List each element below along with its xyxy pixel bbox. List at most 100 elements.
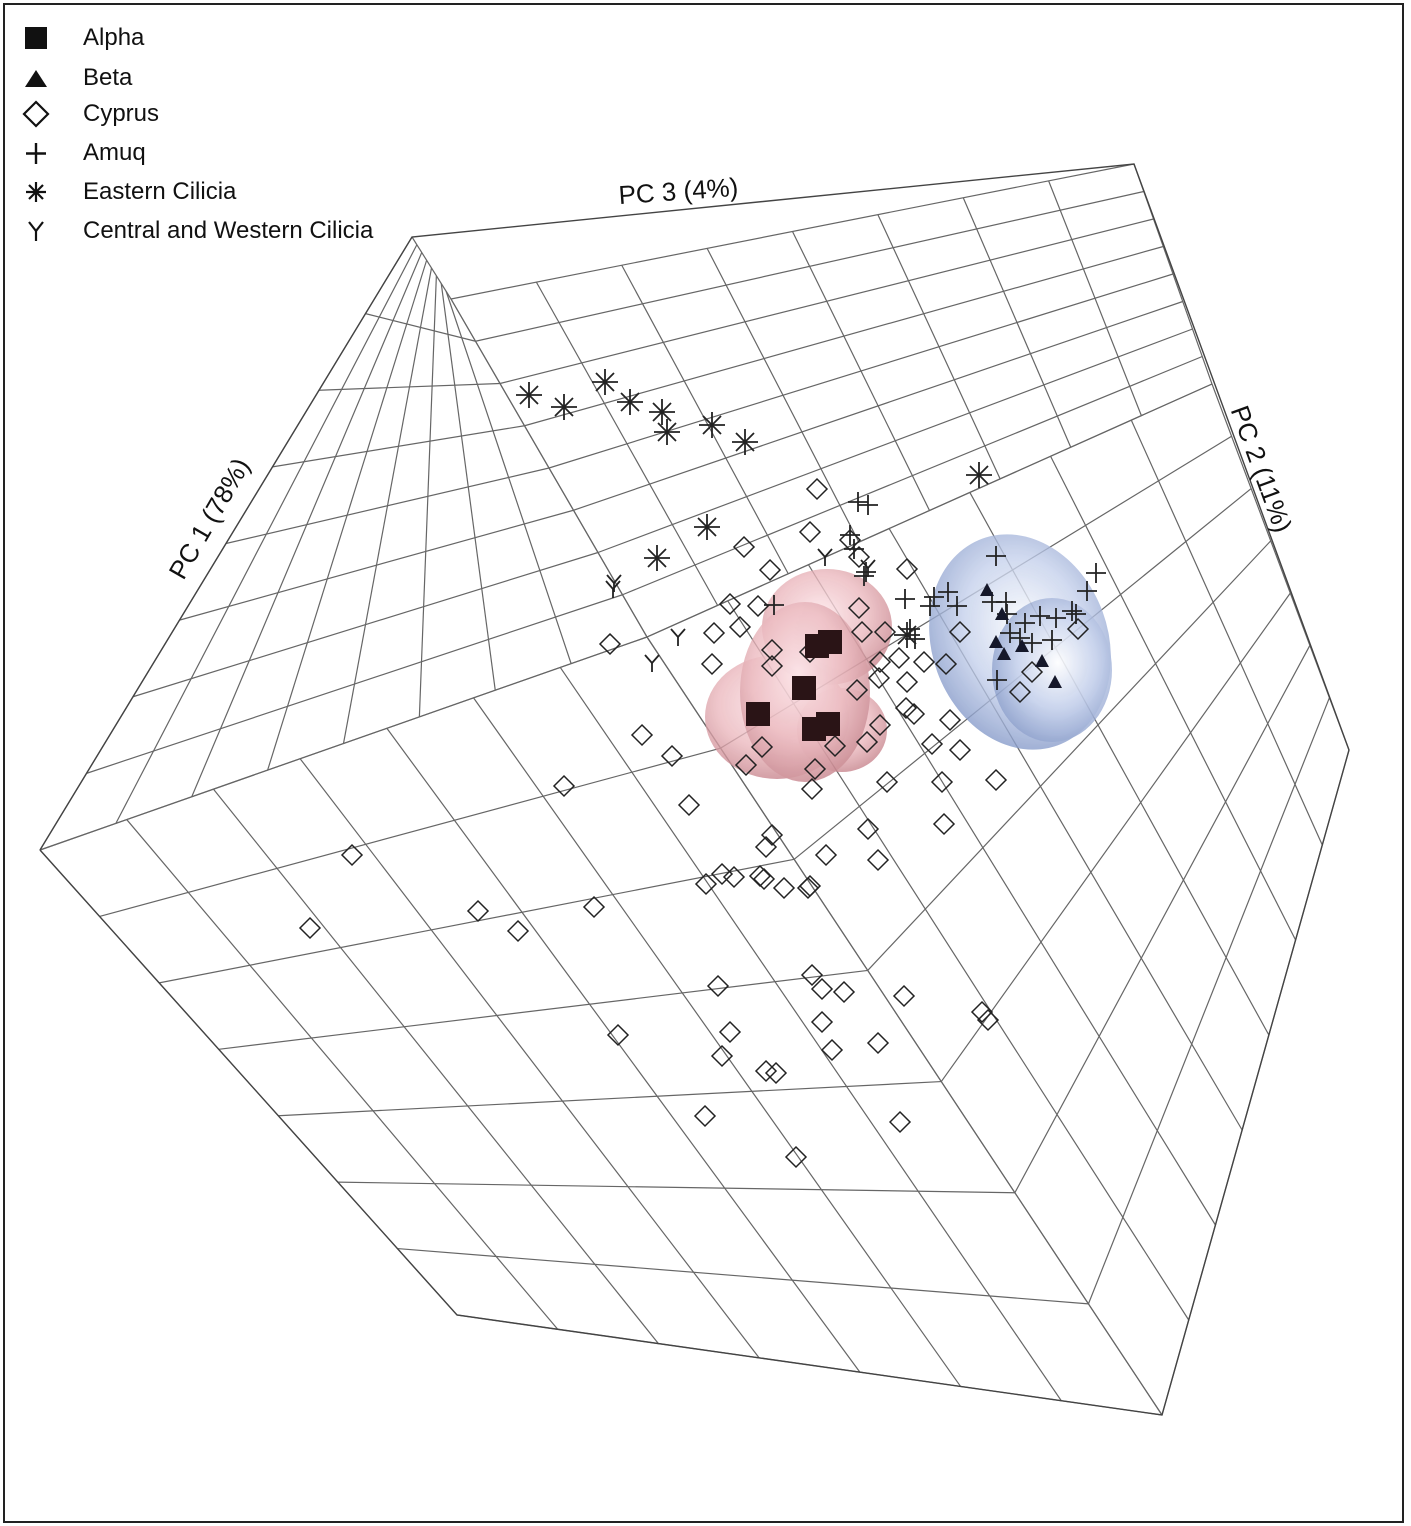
grid-line — [299, 758, 760, 1359]
cyprus-marker — [838, 528, 862, 552]
grid-line — [475, 190, 1144, 342]
grid-line — [115, 244, 418, 824]
cyprus-marker — [856, 817, 880, 841]
beta-marker — [997, 647, 1011, 660]
cyprus-marker — [970, 1000, 994, 1024]
amuq-marker — [1086, 563, 1106, 583]
cyprus-marker — [902, 702, 926, 726]
cyprus-marker — [866, 848, 890, 872]
legend-label: Beta — [83, 64, 133, 91]
cyprus-marker — [930, 770, 954, 794]
cyprus-marker — [892, 984, 916, 1008]
amuq-marker — [1046, 608, 1066, 628]
grid-line — [646, 383, 1213, 638]
grid-line — [807, 564, 1216, 1226]
axis-label-pc3: PC 3 (4%) — [618, 172, 740, 210]
cyprus-marker — [754, 835, 778, 859]
grid-line — [126, 819, 559, 1330]
cyprus-marker — [746, 594, 770, 618]
triangle-filled-icon — [25, 70, 47, 87]
series-cyprus — [298, 477, 1090, 1169]
amuq-marker — [840, 525, 860, 545]
cyprus-marker — [984, 768, 1008, 792]
alpha-marker — [792, 676, 816, 700]
amuq-marker — [996, 592, 1016, 612]
cyprus-marker — [693, 1104, 717, 1128]
legend-item-central-western-cilicia: Central and Western Cilicia — [19, 216, 419, 246]
grid-line — [962, 197, 1072, 448]
grid-line — [411, 236, 452, 300]
amuq-marker — [938, 582, 958, 602]
grid-line — [940, 592, 1291, 1082]
figure-frame: PC 1 (78%) PC 2 (11%) PC 3 (4%) Alpha Be… — [3, 3, 1404, 1523]
eastern-cilicia-marker — [654, 419, 680, 445]
grid-line — [99, 747, 721, 918]
legend-item-eastern-cilicia: Eastern Cilicia — [19, 177, 419, 207]
cyprus-marker — [772, 876, 796, 900]
beta-marker — [1048, 675, 1062, 688]
asterisk-icon — [26, 182, 46, 202]
amuq-marker — [920, 596, 940, 616]
grid-line — [397, 1247, 1089, 1305]
cyprus-marker — [722, 865, 746, 889]
cyprus-marker — [810, 1010, 834, 1034]
ellipsoids — [705, 534, 1112, 782]
cyprus-marker — [845, 678, 869, 702]
cyprus-marker — [702, 621, 726, 645]
grid-line — [212, 788, 659, 1344]
beta-marker — [1035, 654, 1049, 667]
cyprus-marker — [677, 793, 701, 817]
beta-marker — [995, 607, 1009, 620]
cyprus-marker — [850, 620, 874, 644]
diamond-open-icon — [22, 100, 50, 128]
amuq-marker — [895, 589, 915, 609]
grid-line — [1048, 180, 1142, 416]
cyprus-marker — [895, 557, 919, 581]
eastern-cilicia-marker — [617, 389, 643, 415]
cyprus-marker — [832, 980, 856, 1004]
grid-line — [791, 231, 931, 511]
amuq-marker — [987, 670, 1007, 690]
cyprus-marker — [888, 1110, 912, 1134]
cyprus-marker — [866, 1031, 890, 1055]
grid-line — [473, 697, 962, 1387]
cyprus-marker — [606, 1023, 630, 1047]
amuq-marker — [1042, 630, 1062, 650]
cyprus-marker — [506, 919, 530, 943]
cilicia-marker — [606, 574, 622, 592]
grid-line — [559, 667, 1062, 1402]
grid-line — [278, 1080, 942, 1117]
cyprus-marker — [976, 1008, 1000, 1032]
cyprus-marker — [760, 654, 784, 678]
cyprus-marker — [920, 732, 944, 756]
legend-label: Cyprus — [83, 100, 160, 127]
cyprus-marker — [660, 744, 684, 768]
cyprus-marker — [784, 1145, 808, 1169]
cyprus-marker — [798, 520, 822, 544]
cyprus-marker — [298, 916, 322, 940]
cyprus-marker — [875, 770, 899, 794]
cilicia-marker — [817, 548, 833, 566]
plus-icon — [26, 143, 46, 164]
cyprus-marker — [800, 777, 824, 801]
cyprus-marker — [803, 757, 827, 781]
cyprus-marker — [894, 696, 918, 720]
grid-line — [1050, 456, 1297, 941]
cyprus-marker — [855, 730, 879, 754]
beta-marker — [989, 635, 1003, 648]
cyprus-marker — [1008, 680, 1032, 704]
cyprus-marker — [598, 632, 622, 656]
grid-line — [267, 260, 428, 771]
cyprus-marker — [630, 723, 654, 747]
cyprus-marker — [732, 535, 756, 559]
amuq-marker — [844, 539, 864, 559]
data-markers — [298, 369, 1106, 1169]
grid-line — [386, 727, 861, 1373]
cyprus-marker — [706, 974, 730, 998]
legend-label: Central and Western Cilicia — [83, 217, 374, 244]
legend-label: Amuq — [83, 139, 146, 166]
amuq-marker — [1000, 623, 1020, 643]
grid-line — [646, 636, 1163, 1416]
eastern-cilicia-marker — [644, 545, 670, 571]
eastern-cilicia-marker — [966, 462, 992, 488]
